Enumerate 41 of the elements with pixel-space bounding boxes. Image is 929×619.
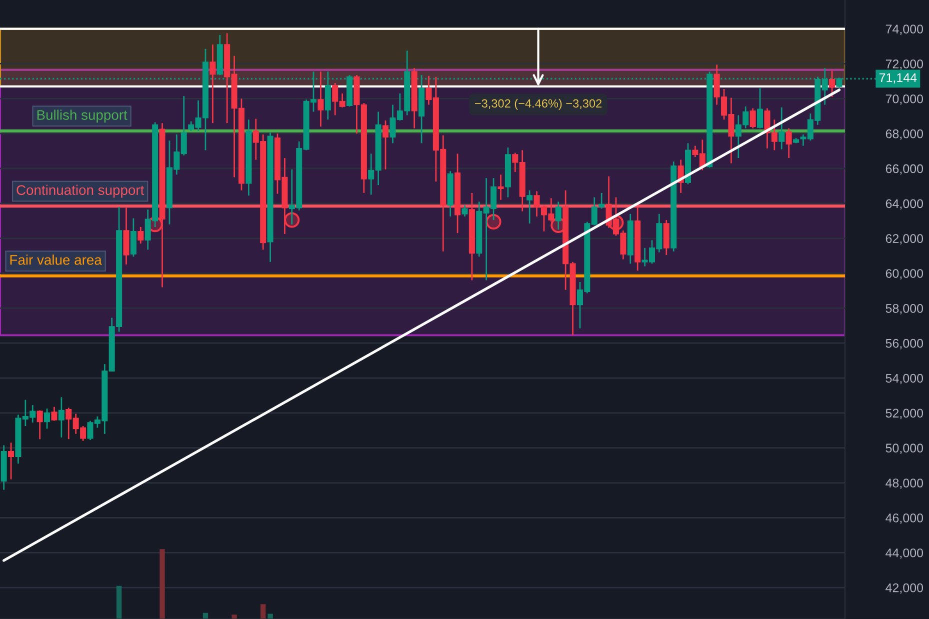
y-tick-label: 70,000 bbox=[886, 94, 924, 105]
candlestick bbox=[829, 70, 836, 98]
candlestick bbox=[750, 108, 756, 130]
candlestick bbox=[498, 174, 504, 201]
candlestick bbox=[130, 218, 136, 258]
y-tick-label: 44,000 bbox=[886, 548, 924, 559]
ref-line-label: 71,144 bbox=[879, 73, 917, 84]
y-tick-label: 48,000 bbox=[886, 478, 924, 489]
y-tick-label: 60,000 bbox=[886, 269, 924, 280]
y-tick-label: 54,000 bbox=[886, 374, 924, 384]
y-tick-label: 62,000 bbox=[886, 234, 924, 244]
candlestick bbox=[44, 408, 50, 430]
candlestick bbox=[757, 87, 764, 130]
ref-line-label: Continuation support bbox=[16, 184, 144, 198]
candlestick bbox=[58, 396, 64, 438]
y-tick-label: 50,000 bbox=[886, 444, 924, 454]
ref-line-label: Bullish support bbox=[37, 110, 128, 123]
band-label: −3,302 (−4.46%) −3,302 bbox=[475, 98, 602, 110]
y-tick-label: 42,000 bbox=[886, 583, 924, 594]
candlestick bbox=[8, 442, 14, 480]
candlestick bbox=[210, 44, 216, 124]
candlestick bbox=[555, 200, 562, 230]
y-tick-label: 72,000 bbox=[886, 60, 924, 70]
candlestick bbox=[462, 204, 468, 218]
y-tick-label: 46,000 bbox=[886, 514, 924, 524]
ref-line-label: Fair value area bbox=[10, 254, 102, 265]
y-tick-label: 68,000 bbox=[886, 129, 924, 140]
y-tick-label: 56,000 bbox=[886, 338, 924, 350]
y-tick-label: 74,000 bbox=[886, 24, 924, 35]
candlestick bbox=[51, 406, 58, 422]
candlestick bbox=[138, 226, 144, 244]
y-tick-label: 58,000 bbox=[886, 304, 924, 314]
candlestick bbox=[36, 410, 43, 440]
candlestick bbox=[778, 106, 785, 150]
candlestick bbox=[382, 120, 389, 170]
candlestick bbox=[526, 190, 533, 224]
y-tick-label: 52,000 bbox=[886, 408, 924, 420]
candlestick bbox=[786, 128, 792, 159]
y-tick-label: 66,000 bbox=[886, 164, 924, 175]
candlestick bbox=[318, 70, 324, 128]
y-tick-label: 64,000 bbox=[886, 199, 924, 210]
